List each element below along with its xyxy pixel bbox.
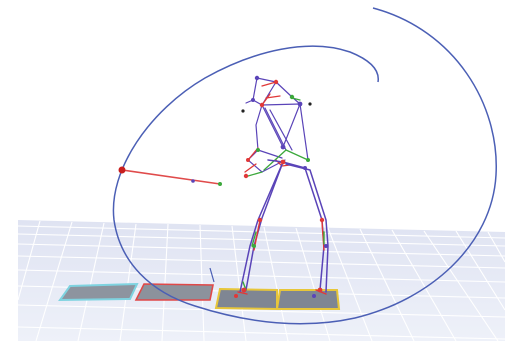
- joint-markers: [234, 75, 328, 298]
- floor-grid: [17, 220, 505, 341]
- floor-plane: [18, 220, 505, 341]
- force-plate-3: [214, 287, 278, 311]
- force-plate-2: [134, 283, 214, 301]
- golfer-skeleton: [234, 75, 329, 298]
- club-head-marker: [118, 166, 126, 174]
- force-plate-4: [275, 289, 341, 310]
- force-plates: [58, 282, 341, 311]
- club-trajectory: [112, 7, 497, 325]
- force-plate-1: [58, 282, 139, 302]
- golf-club: [118, 166, 222, 186]
